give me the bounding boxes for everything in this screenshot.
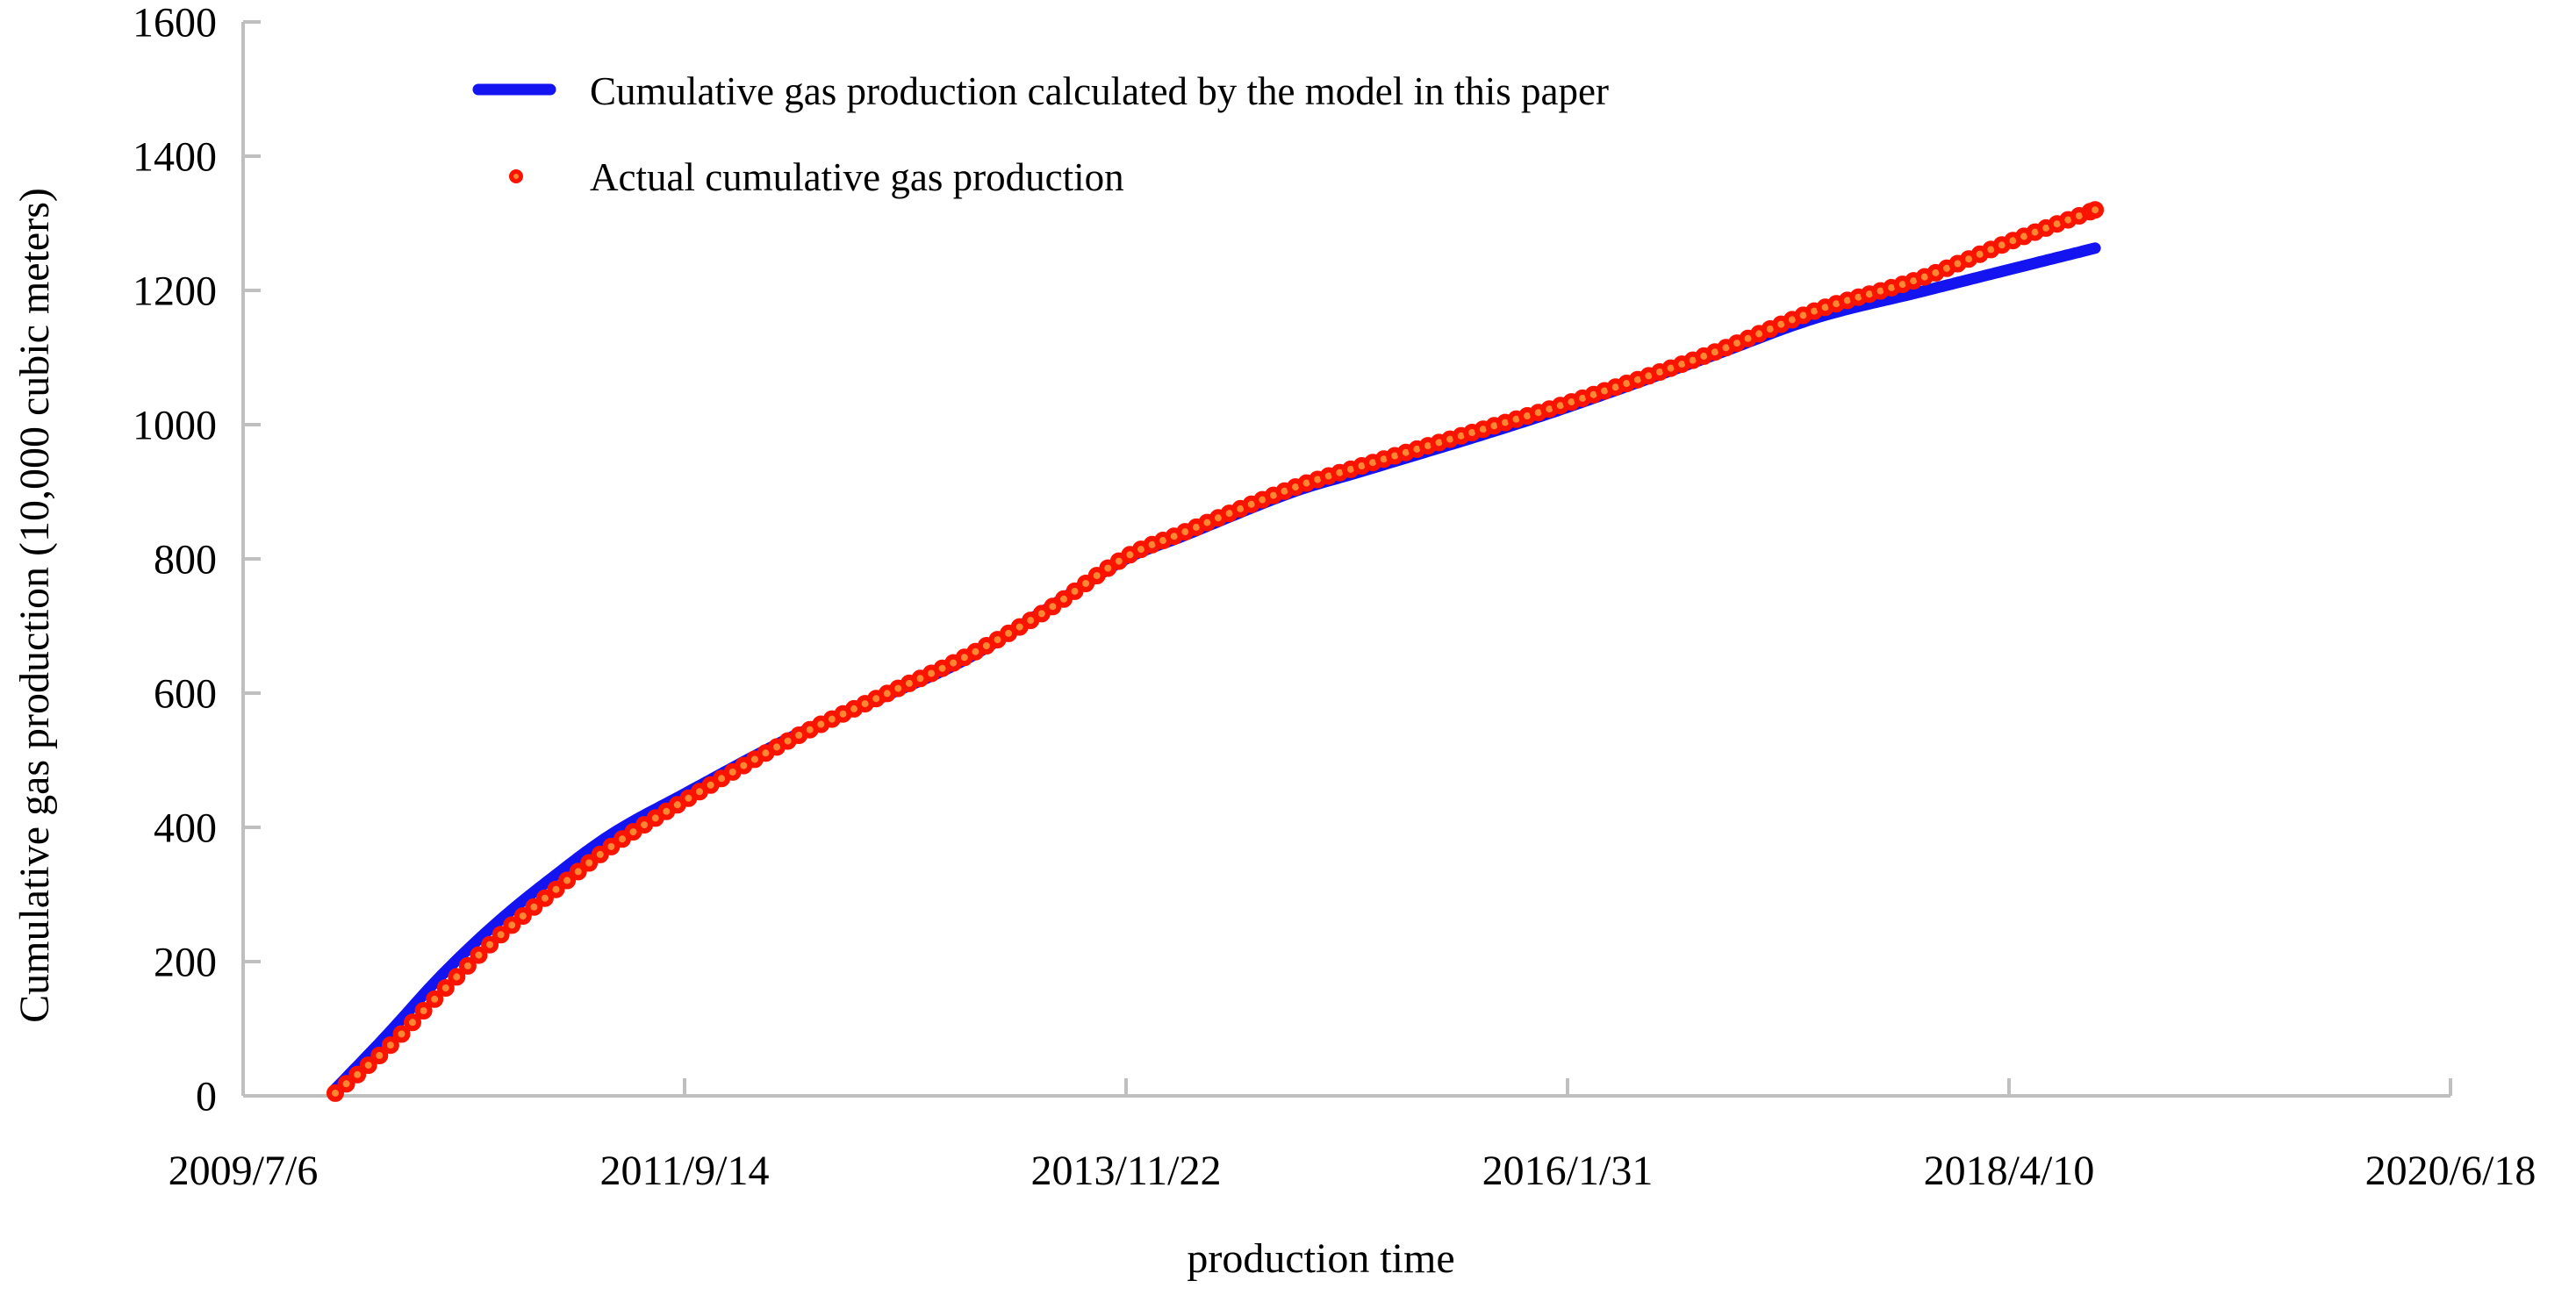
- actual-dot: [481, 935, 499, 954]
- actual-dot: [591, 845, 609, 863]
- actual-dot: [1055, 590, 1073, 608]
- model-line: [329, 242, 2101, 1095]
- actual-dot: [1077, 575, 1095, 592]
- actual-dot: [381, 1036, 399, 1055]
- y-tick-label: 1400: [133, 133, 217, 180]
- x-tick-label: 2020/6/18: [2365, 1148, 2537, 1194]
- actual-dot: [458, 956, 477, 975]
- y-tick-label: 200: [154, 939, 217, 985]
- actual-dot: [326, 1084, 344, 1102]
- y-tick-label: 600: [154, 670, 217, 717]
- actual-dot: [414, 1002, 433, 1020]
- actual-dot: [503, 916, 521, 934]
- x-tick-label: 2018/4/10: [1924, 1148, 2095, 1194]
- actual-dot: [370, 1047, 389, 1064]
- actual-dot: [448, 968, 466, 986]
- actual-dot: [1044, 597, 1062, 616]
- actual-dot: [513, 907, 532, 925]
- actual-dot: [404, 1013, 421, 1032]
- actual-dot: [2086, 201, 2105, 219]
- actual-dot: [492, 926, 510, 944]
- legend: Cumulative gas production calculated by …: [472, 69, 1609, 199]
- series: [326, 201, 2105, 1102]
- actual-dot: [348, 1065, 367, 1084]
- y-tick-label: 1200: [133, 268, 217, 314]
- y-tick-label: 1000: [133, 402, 217, 448]
- actual-dot: [436, 979, 455, 997]
- x-tick-label: 2011/9/14: [600, 1148, 770, 1194]
- actual-dot: [470, 946, 488, 964]
- x-tick-label: 2013/11/22: [1031, 1148, 1222, 1194]
- actual-dot: [602, 837, 621, 855]
- y-tick-label: 400: [154, 805, 217, 851]
- actual-dot: [359, 1056, 377, 1075]
- y-tick-label: 1600: [133, 0, 217, 46]
- actual-dot: [569, 862, 587, 881]
- x-tick-label: 2016/1/31: [1482, 1148, 1654, 1194]
- actual-dot: [337, 1075, 355, 1093]
- actual-dot: [558, 871, 577, 890]
- x-tick-label: 2009/7/6: [169, 1148, 319, 1194]
- actual-dot: [580, 854, 599, 872]
- legend-model-label: Cumulative gas production calculated by …: [590, 69, 1609, 113]
- actual-dot: [426, 990, 444, 1008]
- actual-dot: [1066, 582, 1084, 600]
- x-axis-title: production time: [1187, 1235, 1454, 1282]
- legend-actual-label: Actual cumulative gas production: [590, 155, 1124, 199]
- actual-dot: [525, 898, 543, 916]
- actual-dot: [547, 880, 565, 898]
- axes: 0 200 400 600 800 1000 1200 1400 1600 2009/7/6 201…: [133, 0, 2536, 1194]
- actual-dot: [535, 889, 554, 907]
- actual-dot: [1087, 567, 1106, 585]
- y-tick-label: 0: [196, 1073, 217, 1120]
- actual-dot: [392, 1025, 411, 1043]
- y-axis-title: Cumulative gas production (10,000 cubic …: [11, 188, 58, 1023]
- legend-actual-dot-swatch: [509, 169, 523, 183]
- y-tick-label: 800: [154, 536, 217, 583]
